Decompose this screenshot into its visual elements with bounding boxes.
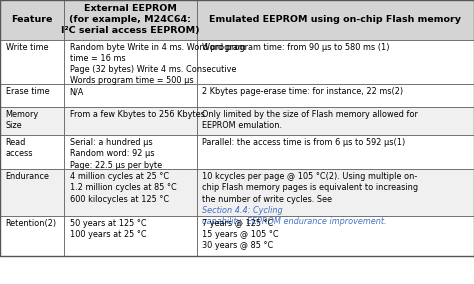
Text: Emulated EEPROM using on-chip Flash memory: Emulated EEPROM using on-chip Flash memo…: [210, 15, 461, 24]
Text: Feature: Feature: [11, 15, 53, 24]
Text: Endurance: Endurance: [6, 172, 50, 181]
Bar: [64, 40, 197, 84]
Text: Parallel: the access time is from 6 µs to 592 µs(1): Parallel: the access time is from 6 µs t…: [202, 138, 406, 147]
Text: Random byte Write in 4 ms. Word program
time = 16 ms
Page (32 bytes) Write 4 ms.: Random byte Write in 4 ms. Word program …: [70, 43, 246, 85]
Bar: [0, 84, 64, 106]
Text: Memory
Size: Memory Size: [6, 110, 39, 130]
Text: Write time: Write time: [6, 43, 48, 52]
Bar: [0, 0, 64, 40]
Bar: [197, 216, 474, 256]
Text: Only limited by the size of Flash memory allowed for
EEPROM emulation.: Only limited by the size of Flash memory…: [202, 110, 418, 130]
Bar: [197, 135, 474, 169]
Text: N/A: N/A: [70, 87, 84, 96]
Text: 7 years @ 125 °C
15 years @ 105 °C
30 years @ 85 °C: 7 years @ 125 °C 15 years @ 105 °C 30 ye…: [202, 219, 279, 250]
Bar: [197, 84, 474, 106]
Bar: [64, 169, 197, 216]
Text: Serial: a hundred µs
Random word: 92 µs
Page: 22.5 µs per byte: Serial: a hundred µs Random word: 92 µs …: [70, 138, 162, 170]
Bar: [197, 169, 474, 216]
Text: 2 Kbytes page-erase time: for instance, 22 ms(2): 2 Kbytes page-erase time: for instance, …: [202, 87, 403, 96]
Bar: [64, 0, 197, 40]
Bar: [0, 216, 64, 256]
Text: From a few Kbytes to 256 Kbytes: From a few Kbytes to 256 Kbytes: [70, 110, 205, 119]
Text: Read
access: Read access: [6, 138, 33, 158]
Text: Section 4.4: Cycling
capability: EEPROM endurance improvement.: Section 4.4: Cycling capability: EEPROM …: [202, 206, 387, 226]
Bar: [197, 0, 474, 40]
Text: External EEPROM
(for example, M24C64:
I²C serial access EEPROM): External EEPROM (for example, M24C64: I²…: [61, 4, 200, 36]
Text: 50 years at 125 °C
100 years at 25 °C: 50 years at 125 °C 100 years at 25 °C: [70, 219, 146, 239]
Bar: [64, 216, 197, 256]
Text: Erase time: Erase time: [6, 87, 49, 96]
Bar: [0, 40, 64, 84]
Bar: [0, 106, 64, 135]
Bar: [0, 169, 64, 216]
Text: 4 million cycles at 25 °C
1.2 million cycles at 85 °C
600 kilocycles at 125 °C: 4 million cycles at 25 °C 1.2 million cy…: [70, 172, 176, 204]
Bar: [197, 40, 474, 84]
Bar: [0, 135, 64, 169]
Bar: [64, 135, 197, 169]
Bar: [64, 106, 197, 135]
Bar: [197, 106, 474, 135]
Text: Retention(2): Retention(2): [6, 219, 57, 228]
Bar: [64, 84, 197, 106]
Text: 10 kcycles per page @ 105 °C(2). Using multiple on-
chip Flash memory pages is e: 10 kcycles per page @ 105 °C(2). Using m…: [202, 172, 419, 204]
Text: Word program time: from 90 µs to 580 ms (1): Word program time: from 90 µs to 580 ms …: [202, 43, 390, 52]
